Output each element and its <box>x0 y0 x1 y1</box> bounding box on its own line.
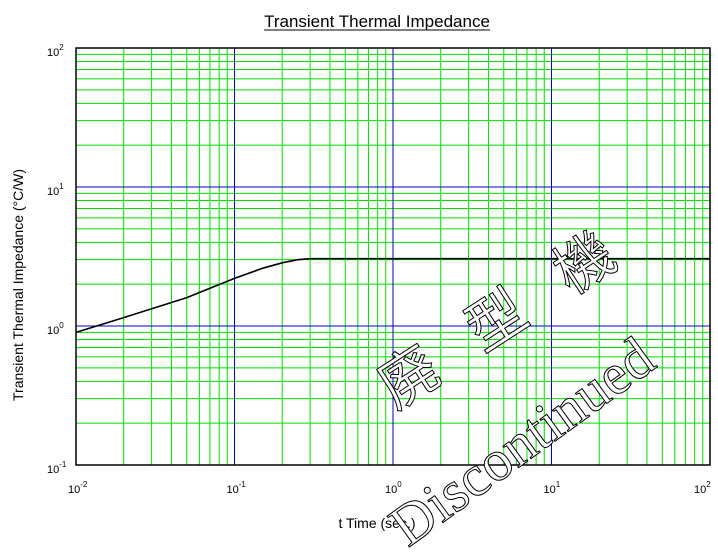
y-tick-label: 101 <box>47 182 64 198</box>
y-tick-base: 10 <box>47 464 59 476</box>
x-tick-label: 102 <box>694 480 711 496</box>
x-tick-base: 10 <box>68 484 80 496</box>
y-tick-base: 10 <box>47 325 59 337</box>
grid-major <box>76 48 710 465</box>
x-tick-base: 10 <box>227 484 239 496</box>
x-tick-exponent: 1 <box>556 480 561 489</box>
x-tick-exponent: 0 <box>397 480 402 489</box>
chart-title: Transient Thermal Impedance <box>264 12 490 31</box>
y-tick-label: 102 <box>47 43 64 59</box>
watermark-char-2: 型 <box>455 278 539 364</box>
y-tick-exponent: 0 <box>59 321 64 330</box>
x-tick-base: 10 <box>694 484 706 496</box>
watermark-char-3: 機 <box>543 220 627 306</box>
y-tick-label: 100 <box>47 321 64 337</box>
x-tick-labels: 10-2 10-1 100 101 102 <box>68 480 711 496</box>
y-tick-base: 10 <box>47 186 59 198</box>
y-tick-base: 10 <box>47 47 59 59</box>
series-layer <box>75 257 710 334</box>
y-tick-exponent: 1 <box>59 182 64 191</box>
x-tick-exponent: -2 <box>80 480 88 489</box>
x-tick-exponent: 2 <box>706 480 711 489</box>
x-tick-base: 10 <box>544 484 556 496</box>
y-tick-exponent: -1 <box>59 460 67 469</box>
x-tick-base: 10 <box>385 484 397 496</box>
y-tick-exponent: 2 <box>59 43 64 52</box>
x-tick-label: 100 <box>385 480 402 496</box>
x-tick-label: 10-2 <box>68 480 88 496</box>
y-axis-label: Transient Thermal Impedance (°C/W) <box>10 169 26 401</box>
x-tick-exponent: -1 <box>239 480 247 489</box>
y-tick-label: 10-1 <box>47 460 67 476</box>
x-tick-label: 101 <box>544 480 561 496</box>
x-tick-label: 10-1 <box>227 480 247 496</box>
x-axis-label: t Time (sec.) <box>338 515 415 531</box>
plot-frame <box>75 47 711 466</box>
series-line <box>75 257 710 334</box>
